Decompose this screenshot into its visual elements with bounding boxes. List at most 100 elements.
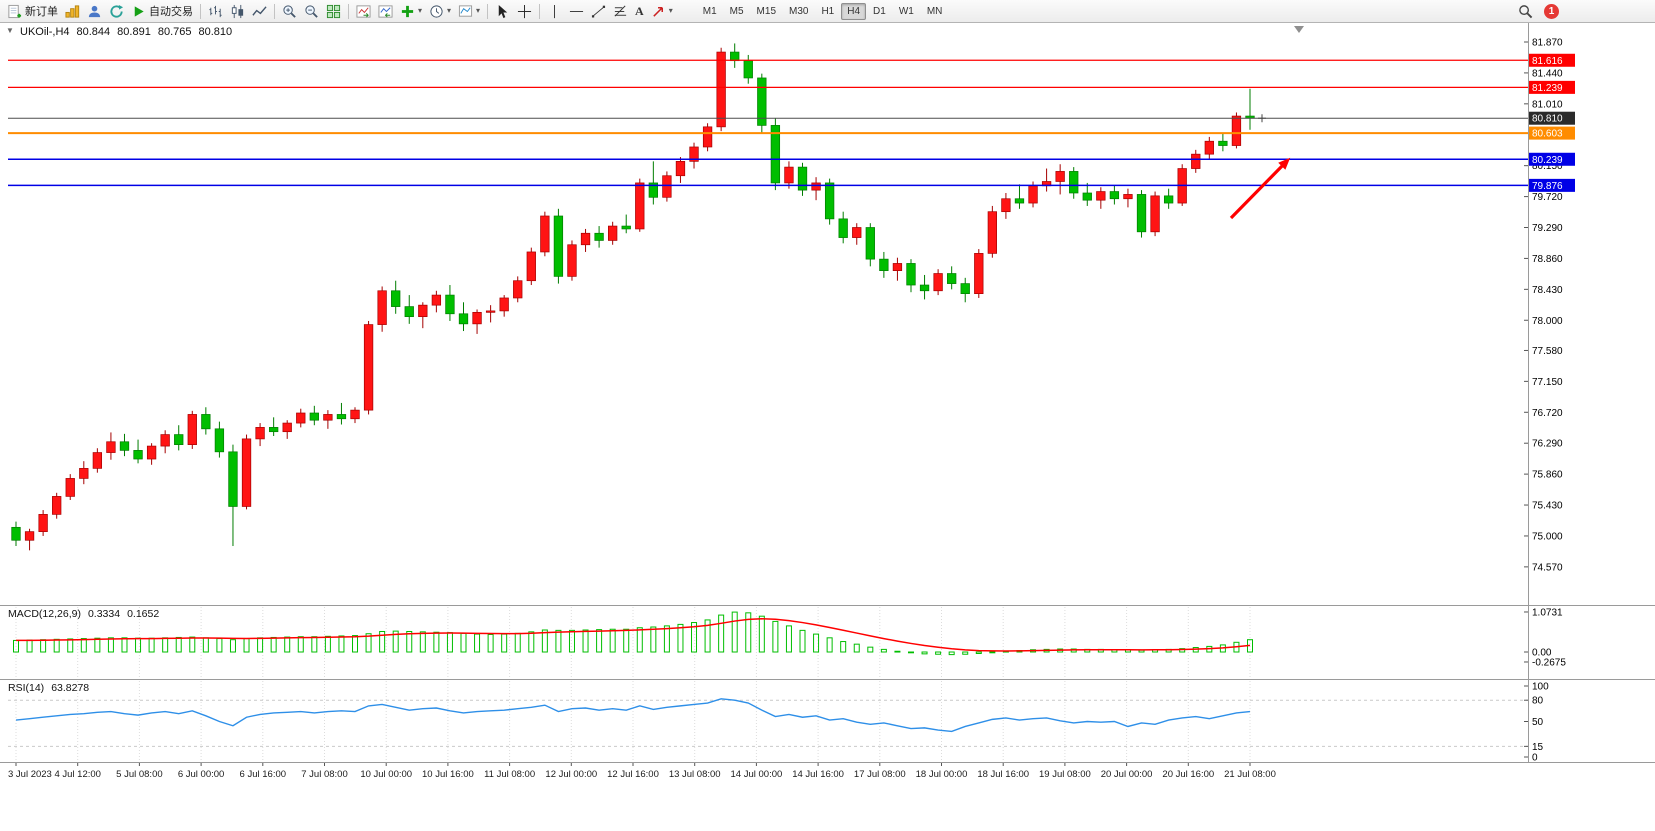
rsi-indicator-label: RSI(14) 63.8278 bbox=[8, 682, 89, 694]
crosshair-icon bbox=[517, 4, 532, 18]
bar-chart-button[interactable] bbox=[205, 2, 226, 21]
svg-text:20 Jul 16:00: 20 Jul 16:00 bbox=[1162, 769, 1214, 780]
tile-windows-button[interactable] bbox=[323, 2, 344, 21]
time-axis: 3 Jul 2023 4 Jul 12:00 5 Jul 08:00 6 Jul 00… bbox=[8, 769, 1276, 780]
svg-text:14 Jul 16:00: 14 Jul 16:00 bbox=[792, 769, 844, 780]
timeframe-m30-button[interactable]: M30 bbox=[789, 5, 809, 17]
navigator-button[interactable] bbox=[84, 2, 105, 21]
svg-text:74.570: 74.570 bbox=[1532, 562, 1563, 573]
periods-button[interactable]: ▾ bbox=[426, 2, 454, 21]
timeframe-d1-button[interactable]: D1 bbox=[873, 5, 886, 17]
svg-text:1.0731: 1.0731 bbox=[1532, 607, 1563, 618]
svg-text:80.239: 80.239 bbox=[1532, 155, 1563, 166]
timeframe-mn-button[interactable]: MN bbox=[926, 5, 943, 17]
line-chart-icon bbox=[252, 5, 267, 16]
terminal-button[interactable] bbox=[106, 2, 127, 21]
autotrading-button[interactable]: 自动交易 bbox=[128, 2, 196, 21]
text-tool-icon: A bbox=[635, 3, 644, 18]
macd-signal-line bbox=[15, 618, 1251, 652]
svg-text:80.150: 80.150 bbox=[1532, 161, 1563, 172]
timeframe-w1-button[interactable]: W1 bbox=[898, 5, 914, 17]
vertical-line-button[interactable] bbox=[544, 2, 565, 21]
price-axis: 81.870 81.440 81.010 80.150 79.720 79.290 78.8… bbox=[1524, 38, 1575, 573]
toolbar-right: 1 bbox=[1518, 3, 1651, 19]
collapse-chart-icon[interactable]: ▼ bbox=[6, 26, 14, 35]
auto-scroll-button[interactable] bbox=[353, 2, 374, 21]
zoom-out-button[interactable] bbox=[301, 2, 322, 21]
toolbar-separator bbox=[539, 3, 541, 19]
chart-title: UKOil-,H4 bbox=[20, 26, 70, 38]
svg-text:12 Jul 00:00: 12 Jul 00:00 bbox=[545, 769, 597, 780]
trendline-button[interactable] bbox=[588, 2, 609, 21]
svg-text:-0.2675: -0.2675 bbox=[1532, 657, 1566, 668]
svg-text:79.720: 79.720 bbox=[1532, 192, 1563, 203]
crosshair-button[interactable] bbox=[514, 2, 535, 21]
clock-icon bbox=[430, 4, 443, 18]
svg-text:81.440: 81.440 bbox=[1532, 68, 1563, 79]
fibonacci-icon bbox=[614, 5, 627, 17]
svg-text:81.870: 81.870 bbox=[1532, 38, 1563, 49]
horizontal-line-icon bbox=[569, 10, 584, 12]
candlesticks bbox=[11, 43, 1255, 551]
timeframe-m1-button[interactable]: M1 bbox=[702, 5, 717, 17]
svg-text:100: 100 bbox=[1532, 682, 1549, 693]
ohlc-open: 80.844 bbox=[76, 26, 111, 38]
toolbar-separator bbox=[274, 3, 275, 19]
timeframe-h4-button[interactable]: H4 bbox=[841, 2, 867, 20]
vertical-line-icon bbox=[554, 4, 556, 18]
ohlc-high: 80.891 bbox=[117, 26, 151, 38]
line-chart-button[interactable] bbox=[249, 2, 270, 21]
svg-text:80.810: 80.810 bbox=[1532, 114, 1563, 125]
price-badge bbox=[1529, 111, 1575, 125]
macd-panel: 1.0731 0.00-0.2675 bbox=[13, 607, 1566, 668]
svg-text:78.430: 78.430 bbox=[1532, 285, 1563, 296]
cursor-button[interactable] bbox=[492, 2, 513, 21]
svg-text:15: 15 bbox=[1532, 742, 1544, 753]
rsi-value: 63.8278 bbox=[51, 682, 90, 694]
svg-text:75.000: 75.000 bbox=[1532, 531, 1563, 542]
svg-text:6 Jul 00:00: 6 Jul 00:00 bbox=[178, 769, 224, 780]
indicators-button[interactable]: ▾ bbox=[397, 2, 425, 21]
chevron-down-icon: ▾ bbox=[476, 6, 481, 15]
ohlc-close: 80.810 bbox=[198, 26, 233, 38]
market-watch-button[interactable] bbox=[62, 2, 83, 21]
market-watch-icon bbox=[65, 4, 80, 18]
zoom-in-button[interactable] bbox=[279, 2, 300, 21]
svg-text:3 Jul 2023: 3 Jul 2023 bbox=[8, 769, 52, 780]
toolbar-separator bbox=[200, 3, 201, 19]
svg-text:5 Jul 08:00: 5 Jul 08:00 bbox=[116, 769, 162, 780]
new-order-button[interactable]: 新订单 bbox=[4, 2, 61, 21]
grid bbox=[15, 607, 1251, 766]
templates-button[interactable]: ▾ bbox=[455, 2, 483, 21]
svg-text:80.603: 80.603 bbox=[1532, 129, 1563, 140]
bar-chart-icon bbox=[209, 5, 222, 17]
svg-text:12 Jul 16:00: 12 Jul 16:00 bbox=[607, 769, 659, 780]
timeframe-h1-button[interactable]: H1 bbox=[821, 5, 835, 17]
horizontal-line-button[interactable] bbox=[566, 2, 587, 21]
ohlc-low: 80.765 bbox=[157, 26, 192, 38]
chart-header: UKOil-,H4 80.844 80.891 80.765 80.810 bbox=[20, 26, 232, 38]
svg-text:10 Jul 16:00: 10 Jul 16:00 bbox=[422, 769, 474, 780]
timeframe-m5-button[interactable]: M5 bbox=[729, 5, 744, 17]
notification-badge[interactable]: 1 bbox=[1544, 3, 1559, 19]
shapes-button[interactable]: ▾ bbox=[648, 2, 676, 21]
arrow-shape-icon bbox=[653, 6, 663, 17]
rsi-line bbox=[15, 698, 1251, 733]
zoom-in-icon bbox=[283, 4, 296, 18]
add-indicator-icon bbox=[401, 5, 414, 17]
svg-text:75.860: 75.860 bbox=[1532, 470, 1563, 481]
chart-shift-button[interactable] bbox=[375, 2, 396, 21]
fibonacci-button[interactable] bbox=[610, 2, 631, 21]
search-icon[interactable] bbox=[1518, 4, 1533, 19]
timeframe-m15-button[interactable]: M15 bbox=[756, 5, 776, 17]
text-tool-button[interactable]: A bbox=[632, 2, 647, 21]
candlestick-chart-button[interactable] bbox=[227, 2, 248, 21]
svg-text:20 Jul 00:00: 20 Jul 00:00 bbox=[1101, 769, 1153, 780]
svg-text:76.290: 76.290 bbox=[1532, 439, 1563, 450]
svg-text:77.150: 77.150 bbox=[1532, 377, 1563, 388]
svg-text:77.580: 77.580 bbox=[1532, 346, 1563, 357]
macd-signal-value: 0.1652 bbox=[127, 608, 160, 620]
autotrading-label: 自动交易 bbox=[149, 6, 193, 18]
svg-text:14 Jul 00:00: 14 Jul 00:00 bbox=[731, 769, 783, 780]
